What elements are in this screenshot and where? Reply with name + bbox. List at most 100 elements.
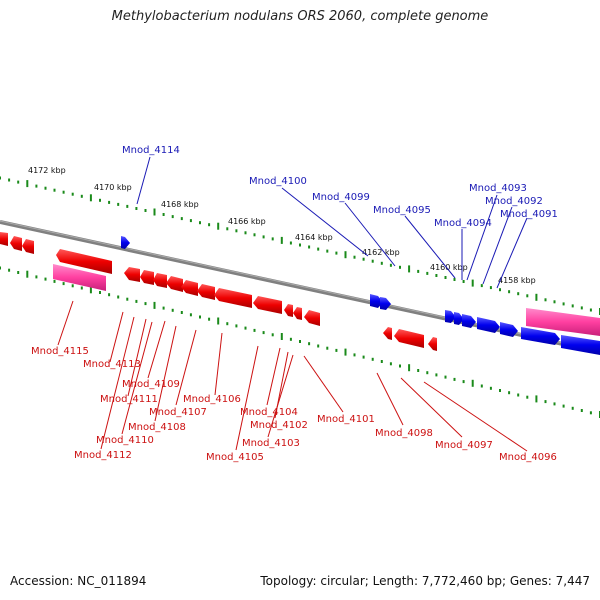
gene-label-mnod-4102[interactable]: Mnod_4102	[250, 420, 308, 431]
gene-label-mnod-4094[interactable]: Mnod_4094	[434, 218, 492, 229]
reverse-scale-major-tick	[408, 364, 411, 372]
scale-label-4170: 4170 kbp	[94, 183, 132, 192]
gene-fwd-1[interactable]	[121, 236, 130, 249]
gene-fwd-7[interactable]	[477, 317, 500, 333]
gene-label-mnod-4097[interactable]: Mnod_4097	[435, 440, 493, 451]
gene-label-mnod-4112[interactable]: Mnod_4112	[74, 450, 132, 461]
rna-gene-right[interactable]	[526, 308, 600, 336]
forward-genes	[121, 236, 600, 355]
forward-scale-minor-tick	[580, 306, 583, 310]
gene-fwd-4[interactable]	[445, 310, 456, 323]
gene-label-mnod-4093[interactable]: Mnod_4093	[469, 183, 527, 194]
gene-label-mnod-4101[interactable]: Mnod_4101	[317, 414, 375, 425]
gene-rev-2[interactable]	[10, 236, 22, 251]
scale-label-4172: 4172 kbp	[28, 166, 66, 175]
gene-label-mnod-4100[interactable]: Mnod_4100	[249, 176, 307, 187]
gene-label-mnod-4096[interactable]: Mnod_4096	[499, 452, 557, 463]
gene-rev-8[interactable]	[166, 276, 183, 292]
forward-scale-major-tick	[26, 180, 29, 188]
gene-label-mnod-4109[interactable]: Mnod_4109	[122, 379, 180, 390]
gene-label-mnod-4111[interactable]: Mnod_4111	[100, 394, 158, 405]
forward-scale-minor-tick	[508, 290, 511, 294]
reverse-scale-minor-tick	[508, 391, 511, 395]
gene-rev-6[interactable]	[140, 270, 154, 285]
gene-fwd-3[interactable]	[380, 297, 391, 310]
reverse-scale-minor-tick	[71, 284, 74, 288]
gene-rev-4[interactable]	[56, 249, 112, 274]
forward-scale-minor-tick	[299, 243, 301, 247]
gene-rev-18[interactable]	[428, 337, 437, 351]
gene-rev-10[interactable]	[197, 284, 215, 300]
scale-label-4164: 4164 kbp	[295, 233, 333, 242]
scale-ticks-forward	[0, 176, 600, 315]
reverse-scale-minor-tick	[126, 297, 129, 301]
reverse-scale-minor-tick	[117, 295, 120, 299]
forward-scale-minor-tick	[8, 178, 11, 182]
gene-fwd-5[interactable]	[454, 312, 464, 325]
gene-label-mnod-4110[interactable]: Mnod_4110	[96, 435, 154, 446]
forward-scale-minor-tick	[553, 300, 556, 304]
forward-scale-minor-tick	[444, 276, 447, 279]
gene-rev-15[interactable]	[304, 310, 320, 326]
reverse-scale-minor-tick	[289, 337, 292, 341]
gene-label-mnod-4091[interactable]: Mnod_4091	[500, 209, 558, 220]
reverse-scale-minor-tick	[44, 277, 47, 281]
map-title: Methylobacterium nodulans ORS 2060, comp…	[111, 9, 489, 24]
gene-label-mnod-4115[interactable]: Mnod_4115	[31, 346, 89, 357]
reverse-scale-minor-tick	[262, 331, 265, 335]
forward-scale-minor-tick	[589, 308, 592, 312]
genome-stats-text: Topology: circular; Length: 7,772,460 bp…	[260, 574, 590, 588]
scale-label-4168: 4168 kbp	[161, 200, 199, 209]
gene-rev-14[interactable]	[293, 307, 302, 320]
gene-rev-7[interactable]	[153, 273, 167, 288]
reverse-scale-major-tick	[344, 348, 347, 356]
gene-rev-12[interactable]	[253, 296, 282, 314]
gene-rev-16[interactable]	[383, 327, 392, 340]
rna-gene-left[interactable]	[53, 264, 106, 291]
scale-label-4158: 4158 kbp	[498, 276, 536, 285]
gene-rev-3[interactable]	[22, 239, 34, 254]
gene-fwd-10[interactable]	[561, 335, 600, 355]
reverse-scale-minor-tick	[489, 386, 492, 390]
gene-label-mnod-4113[interactable]: Mnod_4113	[83, 359, 141, 370]
gene-label-mnod-4107[interactable]: Mnod_4107	[149, 407, 207, 418]
gene-rev-17[interactable]	[394, 329, 424, 348]
gene-label-mnod-4095[interactable]: Mnod_4095	[373, 205, 431, 216]
forward-scale-minor-tick	[317, 247, 320, 251]
gene-rev-9[interactable]	[181, 280, 198, 296]
reverse-scale-minor-tick	[380, 360, 383, 363]
gene-label-mnod-4103[interactable]: Mnod_4103	[242, 438, 300, 449]
gene-label-mnod-4092[interactable]: Mnod_4092	[485, 196, 543, 207]
gene-rev-5[interactable]	[124, 267, 140, 282]
gene-rev-1[interactable]	[0, 232, 8, 246]
gene-label-mnod-4099[interactable]: Mnod_4099	[312, 192, 370, 203]
reverse-scale-minor-tick	[426, 371, 429, 375]
gene-fwd-9[interactable]	[521, 327, 560, 345]
gene-fwd-8[interactable]	[500, 322, 518, 337]
gene-label-mnod-4104[interactable]: Mnod_4104	[240, 407, 298, 418]
forward-scale-major-tick	[217, 222, 220, 230]
gene-fwd-6[interactable]	[462, 314, 476, 328]
forward-scale-minor-tick	[517, 292, 520, 296]
scale-labels: 4172 kbp 4170 kbp 4168 kbp 4166 kbp 4164…	[28, 166, 536, 285]
gene-rev-11[interactable]	[214, 288, 252, 308]
forward-scale-minor-tick	[99, 198, 101, 202]
gene-label-mnod-4108[interactable]: Mnod_4108	[128, 422, 186, 433]
gene-fwd-2[interactable]	[370, 294, 383, 308]
gene-label-mnod-4105[interactable]: Mnod_4105	[206, 452, 264, 463]
gene-label-mnod-4114[interactable]: Mnod_4114	[122, 145, 180, 156]
gene-label-mnod-4106[interactable]: Mnod_4106	[183, 394, 241, 405]
gene-rev-13[interactable]	[284, 304, 293, 317]
gene-label-mnod-4098[interactable]: Mnod_4098	[375, 428, 433, 439]
forward-scale-minor-tick	[326, 249, 329, 253]
forward-scale-minor-tick	[53, 188, 56, 192]
reverse-scale-major-tick	[217, 317, 220, 325]
forward-scale-minor-tick	[108, 200, 111, 204]
forward-scale-minor-tick	[399, 265, 401, 269]
scale-label-4162: 4162 kbp	[362, 248, 400, 257]
forward-scale-minor-tick	[80, 194, 83, 198]
reverse-scale-minor-tick	[135, 299, 138, 303]
forward-scale-minor-tick	[44, 186, 47, 190]
forward-scale-major-tick	[471, 279, 474, 287]
forward-scale-minor-tick	[244, 231, 247, 235]
